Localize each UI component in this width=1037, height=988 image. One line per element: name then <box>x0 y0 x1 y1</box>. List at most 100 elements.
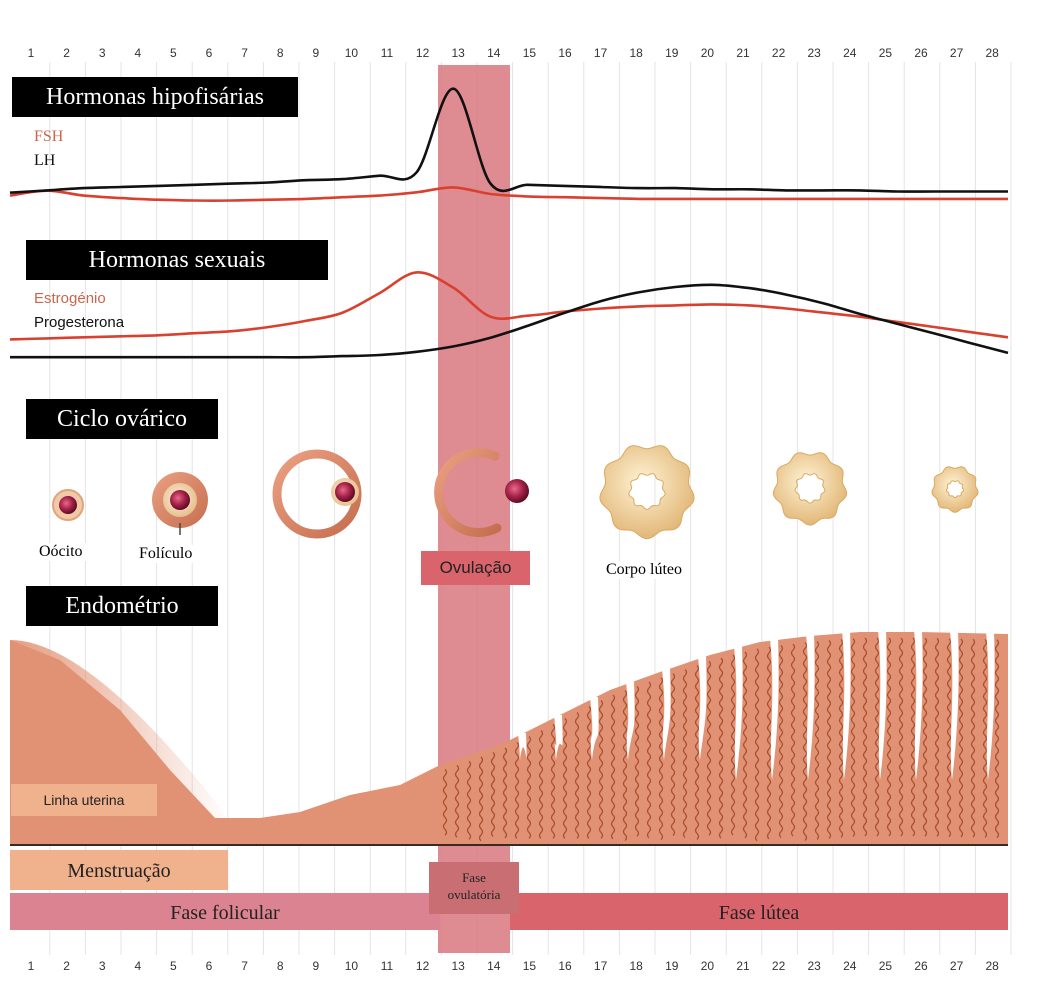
menstruation-label: Menstruação <box>67 860 171 882</box>
endometrial-fold-gap <box>518 733 527 760</box>
endometrial-gland <box>994 639 1000 839</box>
endometrial-gland <box>862 637 868 837</box>
endometrial-fold-gap <box>590 697 599 760</box>
growing-follicle-stage <box>272 449 362 539</box>
endometrial-gland <box>658 677 664 841</box>
endometrial-gland <box>814 640 820 840</box>
oocyte-stage <box>52 489 84 521</box>
top-day-13: 13 <box>451 46 465 60</box>
endometrial-gland <box>442 768 448 836</box>
bottom-day-1: 1 <box>27 959 35 973</box>
corpus-luteum-ring <box>772 452 848 526</box>
top-day-16: 16 <box>558 46 572 60</box>
endometrial-gland <box>706 660 712 836</box>
endometrial-gland <box>826 640 832 839</box>
progesterone-legend: Progesterona <box>34 314 125 331</box>
top-day-21: 21 <box>736 46 750 60</box>
sex-hormones-header: Hormonas sexuais <box>26 240 328 280</box>
follicle-stage <box>152 472 208 535</box>
bottom-day-19: 19 <box>665 959 679 973</box>
corpus-luteum-ring <box>931 466 979 513</box>
top-day-8: 8 <box>276 46 284 60</box>
top-day-6: 6 <box>205 46 213 60</box>
bottom-day-22: 22 <box>771 959 786 973</box>
endometrial-gland <box>778 645 784 838</box>
lh-curve <box>9 87 1008 194</box>
top-day-25: 25 <box>878 46 893 60</box>
bottom-day-7: 7 <box>241 959 248 973</box>
fsh-curve <box>9 186 1008 202</box>
bottom-day-5: 5 <box>170 959 177 973</box>
bottom-day-13: 13 <box>451 959 465 973</box>
top-day-27: 27 <box>949 46 964 60</box>
endometrial-gland <box>766 646 772 840</box>
endometrial-gland <box>670 673 676 837</box>
endometrial-gland <box>466 760 472 840</box>
endometrial-gland <box>574 712 580 839</box>
endometrial-gland <box>886 637 892 837</box>
top-day-2: 2 <box>63 46 70 60</box>
endometrial-gland <box>526 736 532 839</box>
endometrium-header: Endométrio <box>26 586 218 626</box>
bottom-day-26: 26 <box>914 959 928 973</box>
corpus-luteum-ring <box>599 445 695 540</box>
corpus-luteum-stages <box>599 445 979 540</box>
menstruation-bar <box>10 850 228 890</box>
top-day-7: 7 <box>241 46 248 60</box>
endometrial-fold-gap <box>806 634 815 780</box>
top-day-19: 19 <box>665 46 679 60</box>
follicular-phase-bar <box>10 893 440 930</box>
endometrial-fold-gap <box>770 638 779 780</box>
ovulatory-phase-label-line2: ovulatória <box>447 887 501 902</box>
endometrial-gland <box>850 638 856 838</box>
ovulation-label: Ovulação <box>421 551 530 585</box>
ruptured-follicle-stage <box>434 448 529 537</box>
endometrial-gland <box>946 638 952 838</box>
top-day-17: 17 <box>593 46 608 60</box>
bottom-day-16: 16 <box>558 959 572 973</box>
endometrial-fold-gap <box>842 631 851 780</box>
oocyte-label: Oócito <box>36 543 86 561</box>
top-day-3: 3 <box>98 46 106 60</box>
endometrial-gland <box>610 694 616 840</box>
ovarian-stages <box>52 445 979 540</box>
endometrial-gland <box>982 639 988 838</box>
top-day-11: 11 <box>380 46 394 60</box>
bottom-day-8: 8 <box>276 959 284 973</box>
uterine-lining-label: Linha uterina <box>11 784 157 816</box>
bottom-day-24: 24 <box>843 959 857 973</box>
endometrial-fold-gap <box>986 631 995 780</box>
endometrial-fold-gap <box>626 681 635 760</box>
top-day-24: 24 <box>843 46 857 60</box>
endometrial-gland <box>898 637 904 837</box>
corpus-luteum-label: Corpo lúteo <box>603 561 685 579</box>
ovulatory-phase-bar <box>429 862 519 914</box>
endometrial-gland <box>634 685 640 837</box>
follicle-label: Folículo <box>136 545 196 563</box>
endometrial-gland <box>694 664 700 840</box>
top-day-18: 18 <box>629 46 643 60</box>
bottom-day-27: 27 <box>949 959 964 973</box>
bottom-day-11: 11 <box>380 959 394 973</box>
endometrial-gland <box>754 648 760 842</box>
endometrial-gland <box>514 742 520 839</box>
bottom-day-14: 14 <box>487 959 501 973</box>
endometrial-gland <box>970 638 976 838</box>
endometrial-gland <box>622 690 628 842</box>
top-day-28: 28 <box>985 46 999 60</box>
endometrial-fold-gap <box>554 715 563 760</box>
endometrial-gland <box>742 651 748 839</box>
endometrial-gland <box>802 642 808 842</box>
endometrial-gland <box>730 654 736 836</box>
top-day-22: 22 <box>771 46 786 60</box>
estrogen-legend: Estrogénio <box>34 290 106 307</box>
bottom-day-12: 12 <box>415 959 430 973</box>
endometrial-gland <box>454 764 460 838</box>
endometrial-gland <box>922 637 928 837</box>
top-day-12: 12 <box>415 46 430 60</box>
endometrial-gland <box>934 637 940 837</box>
bottom-day-3: 3 <box>98 959 106 973</box>
bottom-day-28: 28 <box>985 959 999 973</box>
bottom-day-9: 9 <box>312 959 320 973</box>
luteal-phase-bar <box>510 893 1008 930</box>
